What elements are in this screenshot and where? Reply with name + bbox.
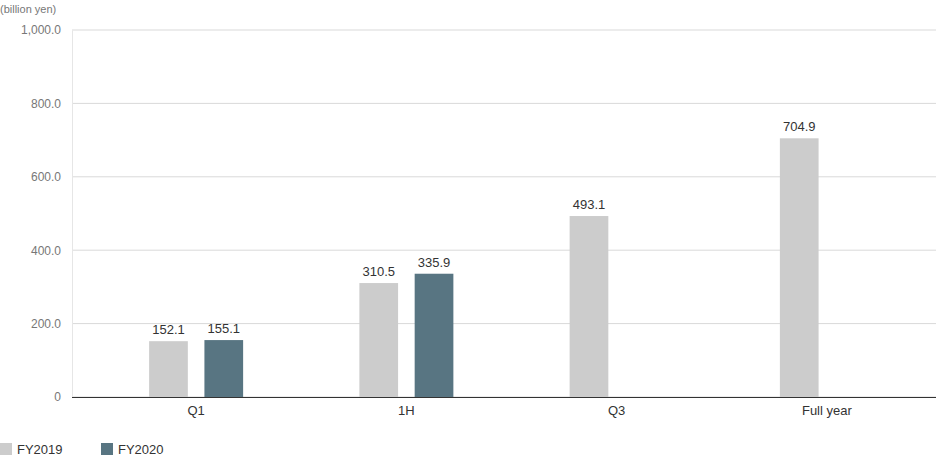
- legend-swatch: [101, 443, 113, 455]
- bar: [415, 274, 454, 397]
- y-axis-title: (billion yen): [0, 3, 56, 15]
- legend-swatch: [0, 443, 12, 455]
- y-tick-label: 400.0: [31, 244, 61, 258]
- grid: [72, 30, 936, 397]
- data-labels: 152.1 310.5 493.1 704.9 155.1 335.9: [152, 119, 815, 337]
- x-tick-label: Full year: [802, 403, 853, 418]
- x-tick-label: Q1: [187, 403, 204, 418]
- x-tick-label: Q3: [608, 403, 625, 418]
- y-tick-label: 600.0: [31, 170, 61, 184]
- legend: FY2019 FY2020: [0, 442, 164, 456]
- x-axis-line: [72, 397, 936, 398]
- bars: [149, 138, 818, 397]
- grid-line: [72, 103, 936, 104]
- y-axis-line: [72, 31, 73, 398]
- x-tick: 1H: [398, 397, 415, 418]
- x-tick: Full year: [802, 397, 853, 418]
- y-tick-label: 1,000.0: [21, 23, 61, 37]
- y-tick: 600.0: [31, 170, 72, 184]
- y-tick: 800.0: [31, 97, 72, 111]
- data-label: 335.9: [418, 255, 451, 270]
- data-label: 310.5: [362, 264, 395, 279]
- chart: 0 200.0 400.0 600.0 800.0 1,000.0 (billion yen…: [0, 0, 936, 456]
- legend-label: FY2020: [118, 442, 164, 456]
- y-tick: 1,000.0: [21, 23, 72, 37]
- y-tick: 400.0: [31, 244, 72, 258]
- y-tick: 0: [54, 390, 72, 404]
- bar: [780, 138, 819, 397]
- y-tick-label: 800.0: [31, 97, 61, 111]
- data-label: 704.9: [783, 119, 816, 134]
- bar: [570, 216, 609, 397]
- bar: [359, 283, 398, 397]
- grid-line: [72, 30, 936, 31]
- x-axis: Q1 1H Q3 Full year: [72, 397, 936, 418]
- data-label: 493.1: [573, 197, 606, 212]
- data-label: 155.1: [207, 321, 240, 336]
- x-tick: Q3: [608, 397, 625, 418]
- legend-label: FY2019: [17, 442, 63, 456]
- y-axis: 0 200.0 400.0 600.0 800.0 1,000.0: [21, 23, 73, 404]
- y-tick: 200.0: [31, 317, 72, 331]
- bar: [204, 340, 243, 397]
- data-label: 152.1: [152, 322, 185, 337]
- x-tick: Q1: [187, 397, 204, 418]
- bar: [149, 341, 188, 397]
- x-tick-label: 1H: [398, 403, 415, 418]
- y-tick-label: 0: [54, 390, 61, 404]
- y-tick-label: 200.0: [31, 317, 61, 331]
